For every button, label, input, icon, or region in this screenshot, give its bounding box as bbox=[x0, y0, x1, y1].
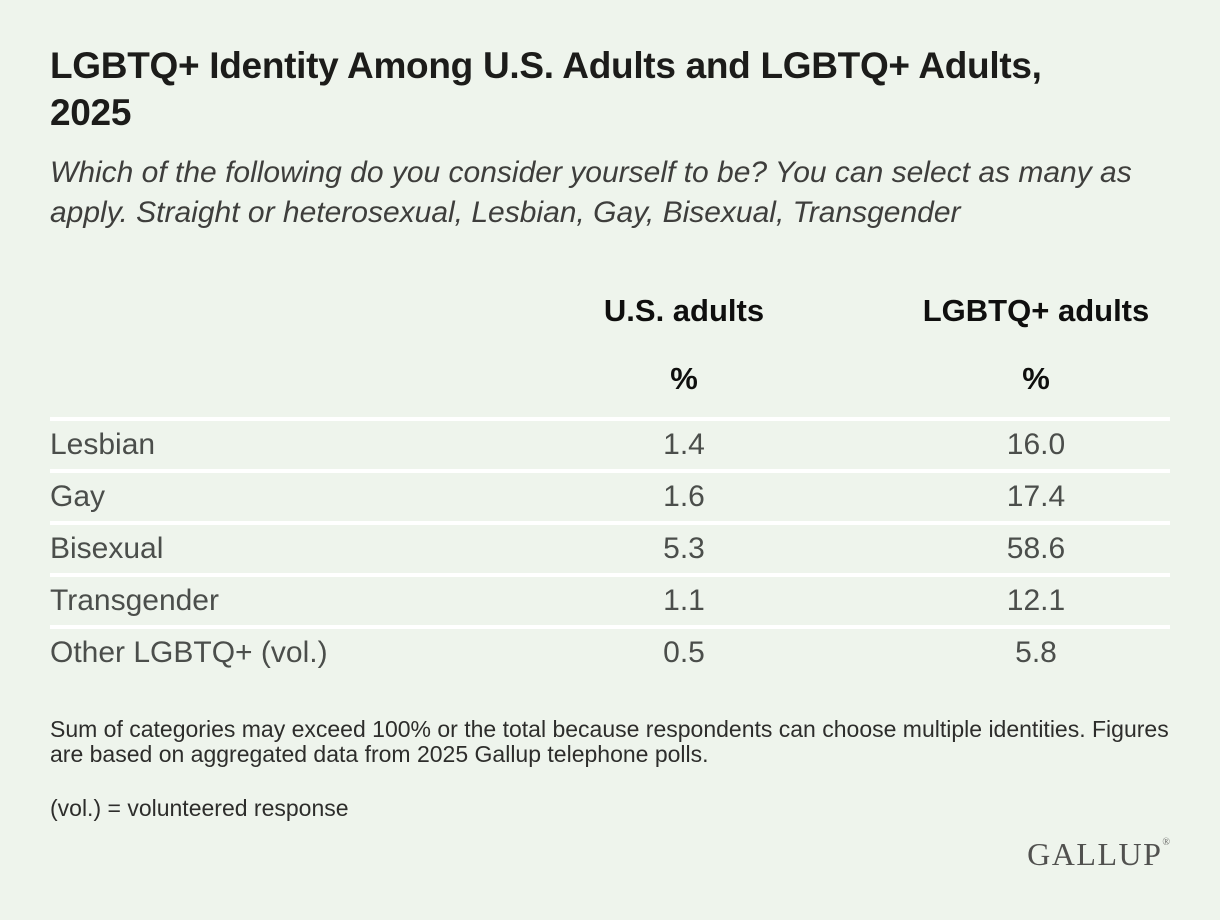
volunteered-response-note: (vol.) = volunteered response bbox=[50, 794, 349, 821]
row-label: Gay bbox=[50, 479, 106, 513]
column-header-us-adults: U.S. adults bbox=[603, 292, 765, 328]
us-adults-value: 1.4 bbox=[663, 427, 705, 461]
row-label: Transgender bbox=[50, 583, 219, 617]
column-header-lgbtq-adults: LGBTQ+ adults bbox=[922, 292, 1150, 328]
us-adults-value: 0.5 bbox=[663, 635, 705, 669]
table-row: Lesbian 1.4 16.0 bbox=[50, 416, 1170, 469]
table-row: Transgender 1.1 12.1 bbox=[50, 572, 1170, 625]
lgbtq-adults-value: 12.1 bbox=[1006, 583, 1066, 617]
identity-data-table: U.S. adults LGBTQ+ adults % % Lesbian 1.4… bbox=[50, 293, 1170, 677]
lgbtq-adults-value: 16.0 bbox=[1006, 427, 1066, 461]
lgbtq-adults-value: 17.4 bbox=[1006, 479, 1066, 513]
table-header-row: U.S. adults LGBTQ+ adults bbox=[50, 293, 1170, 329]
table-unit-row: % % bbox=[50, 361, 1170, 397]
gallup-logo: GALLUP® bbox=[1027, 836, 1170, 872]
lgbtq-adults-value: 5.8 bbox=[1015, 635, 1057, 669]
table-row: Gay 1.6 17.4 bbox=[50, 468, 1170, 521]
row-label: Bisexual bbox=[50, 531, 164, 565]
row-label: Other LGBTQ+ (vol.) bbox=[50, 635, 328, 669]
us-adults-value: 1.1 bbox=[663, 583, 705, 617]
logo-container: GALLUP® bbox=[1027, 836, 1170, 873]
methodology-footnote: Sum of categories may exceed 100% or the… bbox=[50, 715, 1169, 767]
row-label: Lesbian bbox=[50, 427, 156, 461]
survey-question-subtitle: Which of the following do you consider y… bbox=[50, 155, 1132, 229]
table-body: Lesbian 1.4 16.0 Gay 1.6 17.4 Bisexual 5.3 58.6 T… bbox=[50, 416, 1170, 677]
us-adults-value: 1.6 bbox=[663, 479, 705, 513]
lgbtq-adults-value: 58.6 bbox=[1006, 531, 1066, 565]
gallup-logo-text: GALLUP bbox=[1027, 836, 1163, 872]
unit-spacer bbox=[50, 361, 466, 397]
table-row: Other LGBTQ+ (vol.) 0.5 5.8 bbox=[50, 624, 1170, 677]
us-adults-value: 5.3 bbox=[663, 531, 705, 565]
percent-sign-us-adults: % bbox=[670, 360, 698, 396]
percent-sign-lgbtq-adults: % bbox=[1022, 360, 1050, 396]
header-spacer bbox=[50, 293, 466, 329]
registered-trademark-icon: ® bbox=[1162, 837, 1170, 848]
page-title: LGBTQ+ Identity Among U.S. Adults and LG… bbox=[50, 45, 1042, 134]
table-row: Bisexual 5.3 58.6 bbox=[50, 520, 1170, 573]
